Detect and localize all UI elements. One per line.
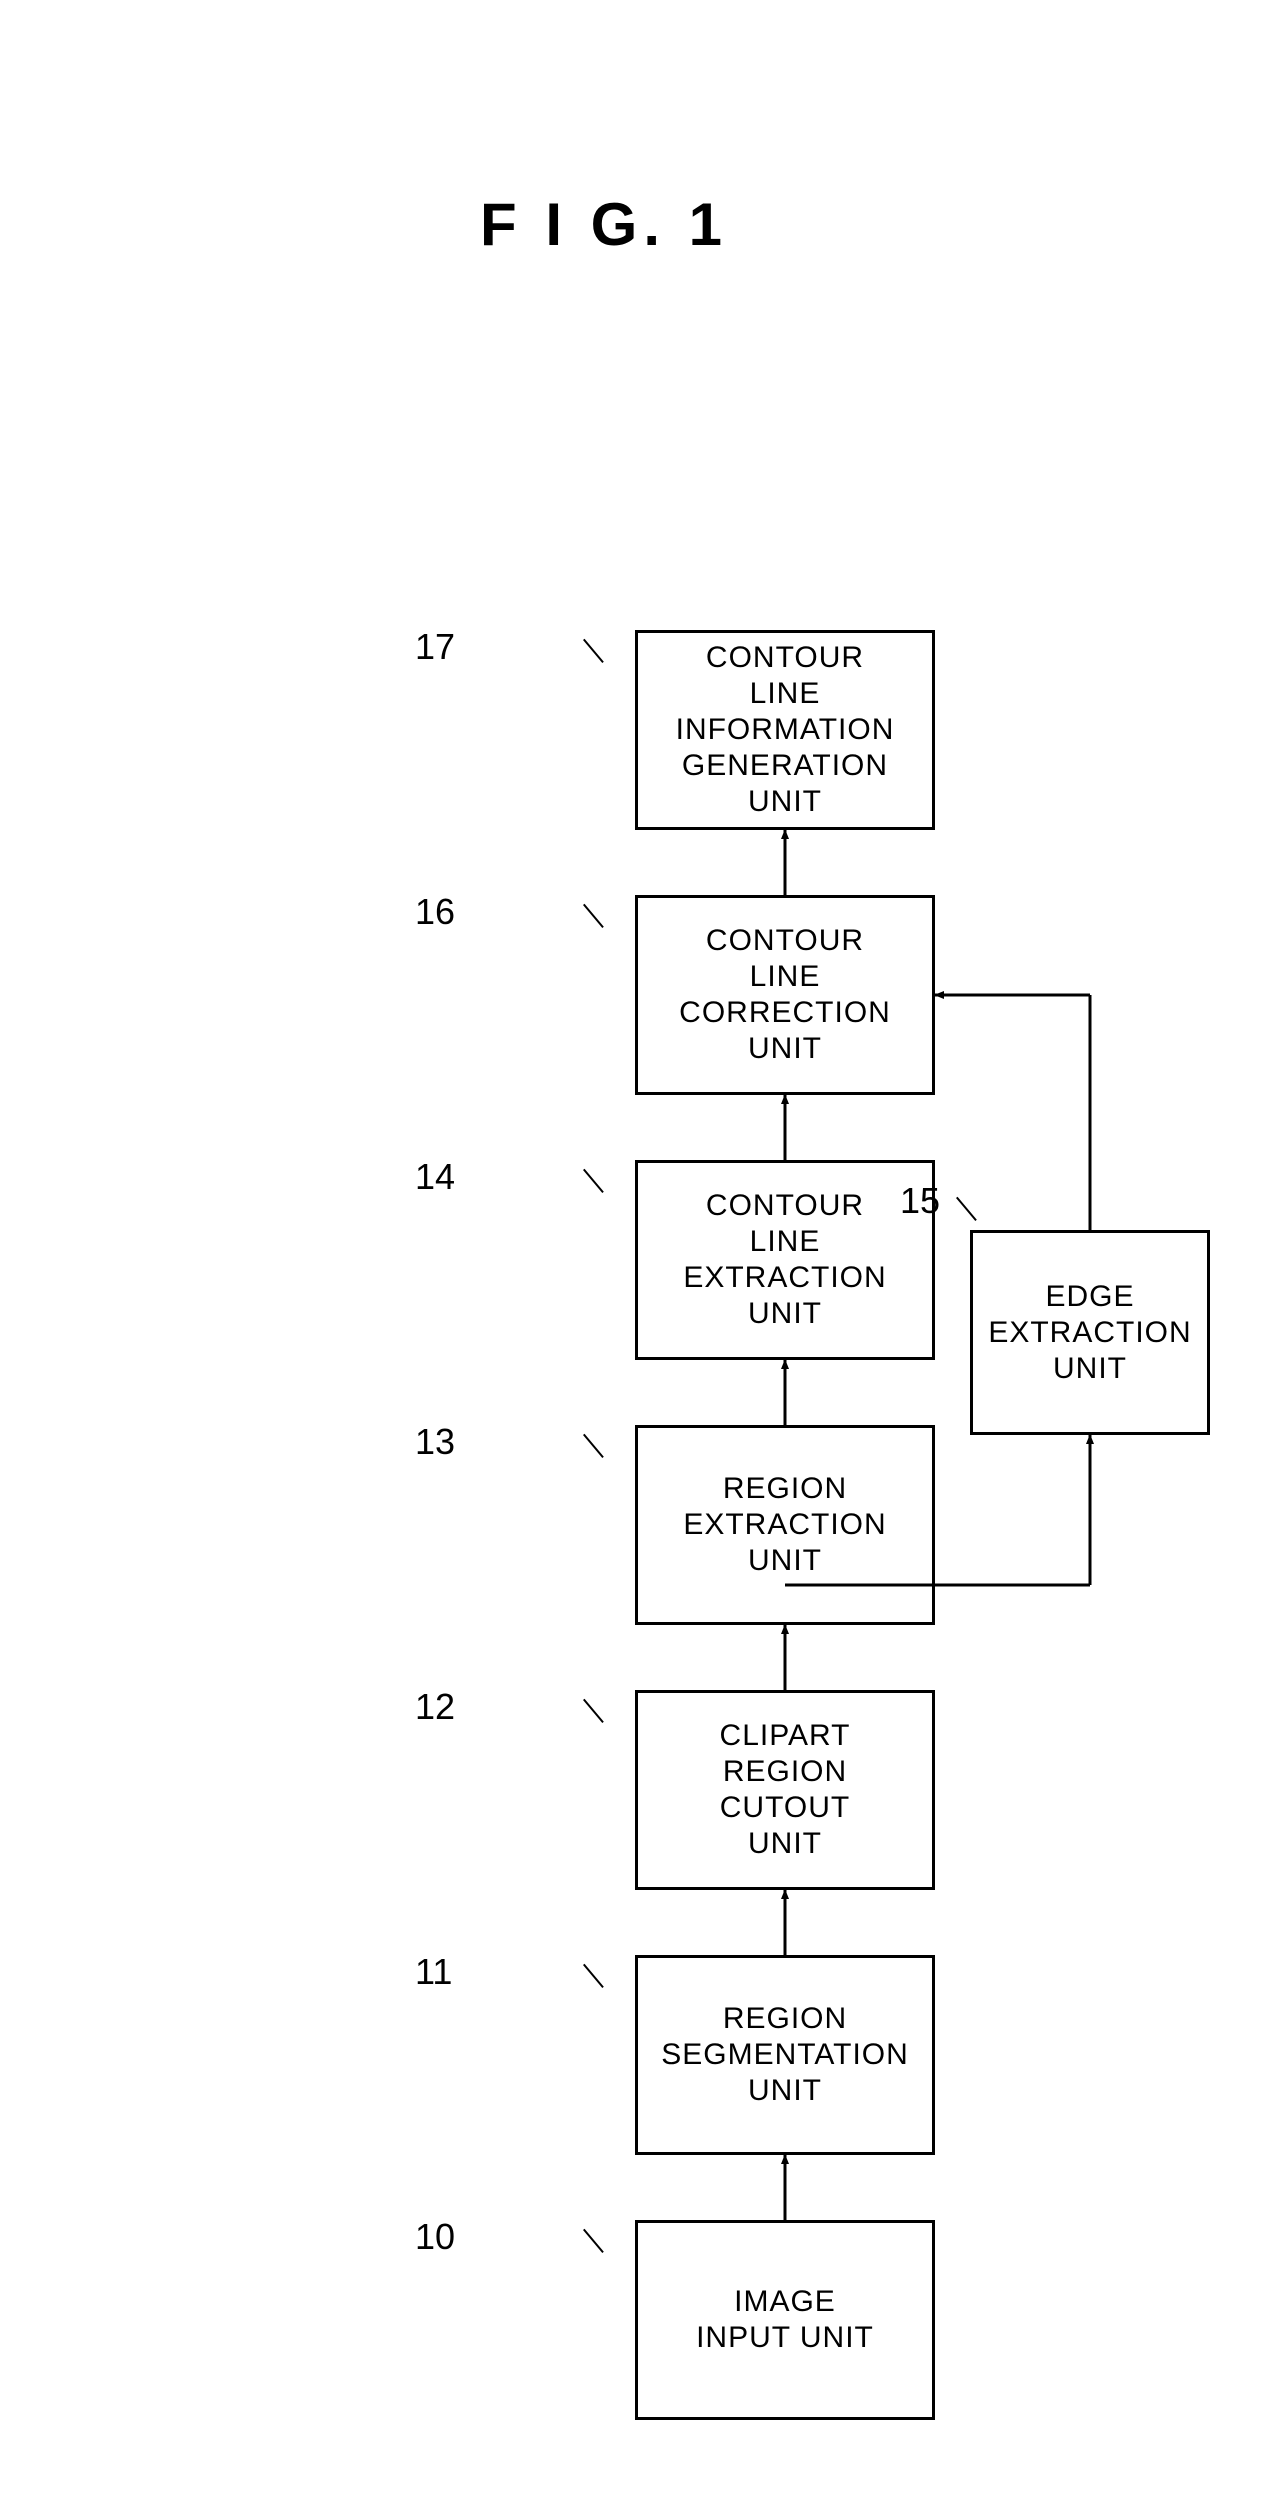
figure-page: F I G. 1 IMAGE INPUT UNIT10REGION SEGMEN… (0, 0, 1273, 2516)
wires (0, 0, 1273, 2516)
